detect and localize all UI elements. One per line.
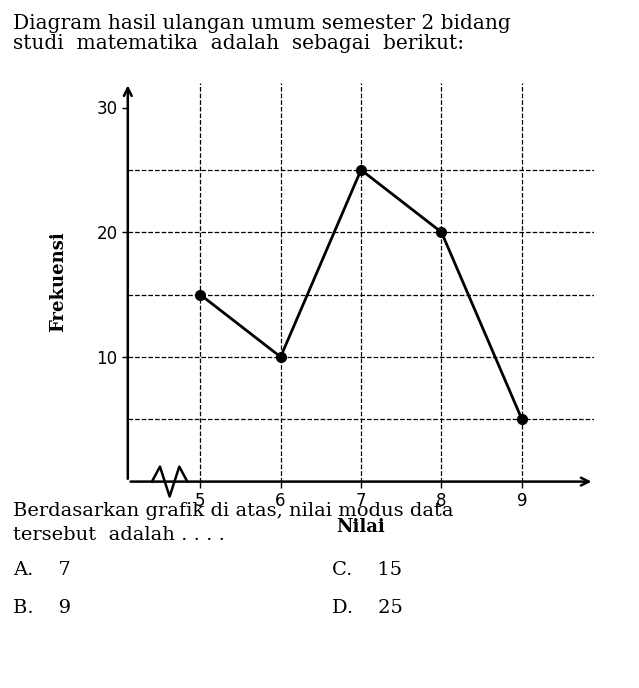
Text: tersebut  adalah . . . .: tersebut adalah . . . .	[13, 526, 225, 544]
Text: Berdasarkan grafik di atas, nilai modus data: Berdasarkan grafik di atas, nilai modus …	[13, 502, 453, 520]
Text: A.    7: A. 7	[13, 561, 70, 579]
Text: studi  matematika  adalah  sebagai  berikut:: studi matematika adalah sebagai berikut:	[13, 34, 464, 54]
Y-axis label: Frekuensi: Frekuensi	[49, 232, 67, 332]
X-axis label: Nilai: Nilai	[337, 518, 385, 537]
Text: C.    15: C. 15	[332, 561, 403, 579]
Text: B.    9: B. 9	[13, 599, 71, 616]
Text: Diagram hasil ulangan umum semester 2 bidang: Diagram hasil ulangan umum semester 2 bi…	[13, 14, 511, 33]
Text: D.    25: D. 25	[332, 599, 403, 616]
